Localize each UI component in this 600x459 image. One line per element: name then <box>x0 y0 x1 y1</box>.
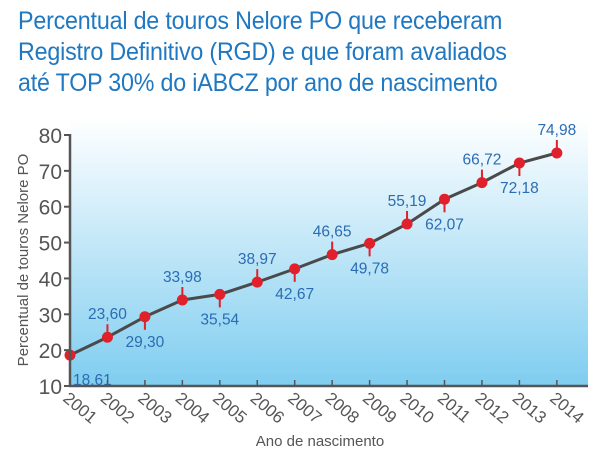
data-label: 29,30 <box>126 334 165 351</box>
data-label: 66,72 <box>463 152 502 169</box>
data-label: 62,07 <box>425 216 464 233</box>
chart-title: Percentual de touros Nelore PO que receb… <box>18 6 557 99</box>
y-tick-label: 10 <box>39 376 62 399</box>
data-label: 46,65 <box>313 224 352 241</box>
x-tick-label: 2007 <box>284 389 325 428</box>
data-point <box>139 311 151 323</box>
title-line: Registro Definitivo (RGD) e que foram av… <box>18 38 507 66</box>
y-tick-label: 70 <box>39 161 62 184</box>
x-tick-label: 2004 <box>172 389 213 428</box>
data-point <box>251 276 263 288</box>
y-tick-label: 30 <box>39 304 62 327</box>
data-point <box>176 294 188 306</box>
title-line: até TOP 30% do iABCZ por ano de nascimen… <box>18 69 498 97</box>
data-label: 42,67 <box>275 286 314 303</box>
y-tick-label: 50 <box>39 233 62 256</box>
data-point <box>439 193 450 205</box>
data-point <box>551 147 563 159</box>
data-point <box>326 249 338 261</box>
data-point <box>513 157 525 169</box>
x-tick-label: 2014 <box>546 389 587 428</box>
x-tick-label: 2008 <box>322 389 363 428</box>
data-label: 23,60 <box>88 306 127 323</box>
data-label: 33,98 <box>163 269 202 286</box>
x-tick-label: 2003 <box>134 389 175 428</box>
y-tick-label: 40 <box>39 268 62 291</box>
y-axis-label: Percentual de touros Nelore PO <box>15 154 32 367</box>
data-label: 55,19 <box>388 193 427 210</box>
title-line: Percentual de touros Nelore PO que receb… <box>18 7 503 35</box>
x-tick-label: 2009 <box>359 389 400 428</box>
data-label: 49,78 <box>350 260 389 277</box>
data-point <box>401 218 413 230</box>
x-tick-label: 2013 <box>509 389 550 428</box>
y-tick-label: 80 <box>39 125 62 148</box>
x-tick-label: 2002 <box>97 389 138 428</box>
x-tick-label: 2001 <box>59 389 100 428</box>
x-tick-label: 2005 <box>209 389 250 428</box>
y-tick-label: 20 <box>39 340 62 363</box>
data-point <box>476 177 488 189</box>
series-line <box>69 151 558 357</box>
data-label: 72,18 <box>500 180 539 197</box>
data-point <box>289 263 301 275</box>
x-tick-label: 2006 <box>247 389 288 428</box>
x-axis-label: Ano de nascimento <box>256 433 384 450</box>
x-tick-label: 2010 <box>396 389 437 428</box>
y-tick-label: 60 <box>39 197 62 220</box>
x-tick-label: 2012 <box>471 389 512 428</box>
x-tick-label: 2011 <box>434 389 474 427</box>
data-point <box>364 237 376 249</box>
data-point <box>214 288 226 300</box>
data-label: 38,97 <box>238 251 277 268</box>
data-point <box>101 331 113 343</box>
data-label: 35,54 <box>200 311 239 328</box>
data-label: 74,98 <box>537 122 576 139</box>
